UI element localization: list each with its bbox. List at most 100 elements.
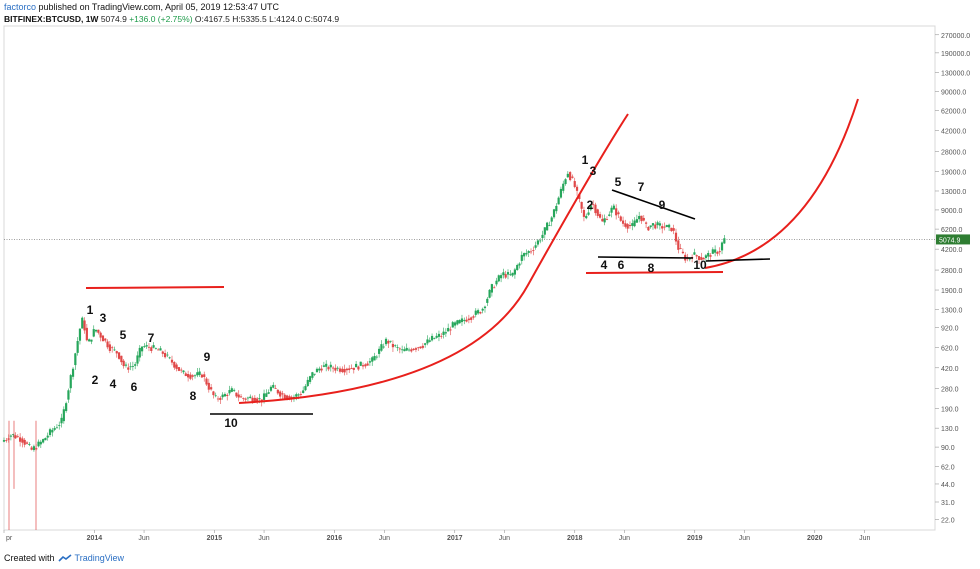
candle-body bbox=[651, 223, 655, 226]
candle bbox=[44, 437, 47, 441]
candle-body bbox=[249, 396, 252, 399]
candle-body bbox=[709, 255, 712, 257]
candle-body bbox=[391, 343, 395, 348]
candle-body bbox=[219, 397, 222, 400]
candle bbox=[626, 222, 629, 233]
candle bbox=[407, 347, 411, 352]
y-tick-label: 62000.0 bbox=[941, 109, 966, 116]
candle bbox=[511, 272, 514, 278]
y-tick-label: 6200.0 bbox=[941, 227, 963, 234]
candle-body bbox=[336, 367, 339, 369]
candle-body bbox=[681, 251, 685, 254]
candle bbox=[71, 367, 75, 380]
candle-body bbox=[566, 173, 569, 178]
candle-body bbox=[401, 349, 404, 351]
candle bbox=[150, 345, 153, 354]
author-link[interactable]: factorco bbox=[4, 2, 37, 12]
candle bbox=[12, 433, 15, 438]
candle bbox=[170, 355, 174, 366]
candle bbox=[615, 204, 618, 220]
candle bbox=[322, 361, 325, 368]
candle bbox=[704, 254, 708, 262]
candle-body bbox=[136, 355, 139, 364]
candle-body bbox=[214, 395, 217, 397]
candle-body bbox=[315, 368, 319, 373]
candle bbox=[359, 361, 362, 366]
candle bbox=[493, 285, 496, 289]
candle-body bbox=[237, 394, 240, 398]
candles bbox=[2, 171, 726, 452]
candle-body bbox=[594, 204, 597, 214]
candle-body bbox=[619, 216, 622, 221]
candle-body bbox=[226, 394, 229, 396]
candle-body bbox=[90, 339, 93, 342]
candle bbox=[638, 211, 641, 223]
candle-body bbox=[552, 209, 556, 218]
candle bbox=[509, 270, 512, 276]
candle-body bbox=[39, 441, 42, 445]
candle-body bbox=[191, 375, 194, 377]
candle-body bbox=[426, 339, 429, 344]
candle-body bbox=[723, 238, 726, 244]
candle-body bbox=[523, 253, 526, 257]
candle-body bbox=[677, 240, 680, 250]
candle bbox=[373, 352, 376, 361]
candle bbox=[442, 327, 445, 339]
candle-body bbox=[661, 226, 664, 229]
candle-body bbox=[371, 357, 374, 362]
candle bbox=[707, 250, 710, 262]
candle-body bbox=[564, 179, 567, 185]
y-tick-label: 42000.0 bbox=[941, 129, 966, 136]
tradingview-logo-icon bbox=[57, 553, 72, 562]
candle bbox=[371, 355, 374, 366]
candle bbox=[99, 331, 102, 342]
candle-body bbox=[479, 312, 482, 314]
candle-body bbox=[338, 368, 342, 372]
candle bbox=[138, 345, 141, 362]
candle-body bbox=[451, 322, 454, 328]
candle bbox=[200, 373, 204, 378]
candle-body bbox=[325, 363, 328, 367]
y-tick-label: 190000.0 bbox=[941, 51, 970, 58]
candle-body bbox=[419, 346, 422, 349]
candle-body bbox=[258, 398, 261, 399]
candle bbox=[594, 202, 597, 216]
candle-body bbox=[571, 176, 574, 178]
candle-body bbox=[405, 347, 408, 351]
candle-body bbox=[638, 216, 641, 220]
candle bbox=[207, 378, 210, 393]
candle-body bbox=[417, 347, 420, 349]
candle bbox=[104, 338, 107, 343]
wave-label-2014: 3 bbox=[100, 311, 107, 325]
candle-body bbox=[163, 353, 167, 358]
candle-body bbox=[200, 374, 204, 378]
candle-body bbox=[279, 391, 282, 397]
candle bbox=[283, 393, 286, 399]
candle-body bbox=[108, 344, 111, 351]
candle-body bbox=[518, 263, 521, 266]
y-tick-label: 90000.0 bbox=[941, 89, 966, 96]
wave-label-2018: 10 bbox=[693, 258, 707, 272]
candle bbox=[486, 296, 489, 307]
candle-body bbox=[546, 222, 549, 231]
candle bbox=[718, 247, 721, 256]
last-price-tag bbox=[936, 234, 970, 245]
candle-body bbox=[127, 367, 130, 370]
tradingview-brand[interactable]: TradingView bbox=[74, 553, 125, 563]
candle bbox=[426, 335, 429, 346]
candle bbox=[46, 432, 49, 441]
candle-body bbox=[493, 287, 496, 289]
y-tick-label: 1900.0 bbox=[941, 288, 963, 295]
candle-body bbox=[605, 219, 609, 220]
candle bbox=[654, 221, 657, 230]
candle bbox=[536, 239, 540, 247]
y-tick-label: 1300.0 bbox=[941, 308, 963, 315]
candle-body bbox=[51, 429, 54, 433]
y-tick-label: 2800.0 bbox=[941, 268, 963, 275]
candle-body bbox=[656, 222, 659, 226]
candle-body bbox=[550, 217, 553, 222]
candle-body bbox=[626, 224, 629, 229]
candle-body bbox=[460, 318, 464, 323]
x-tick-label: 2015 bbox=[207, 535, 223, 542]
